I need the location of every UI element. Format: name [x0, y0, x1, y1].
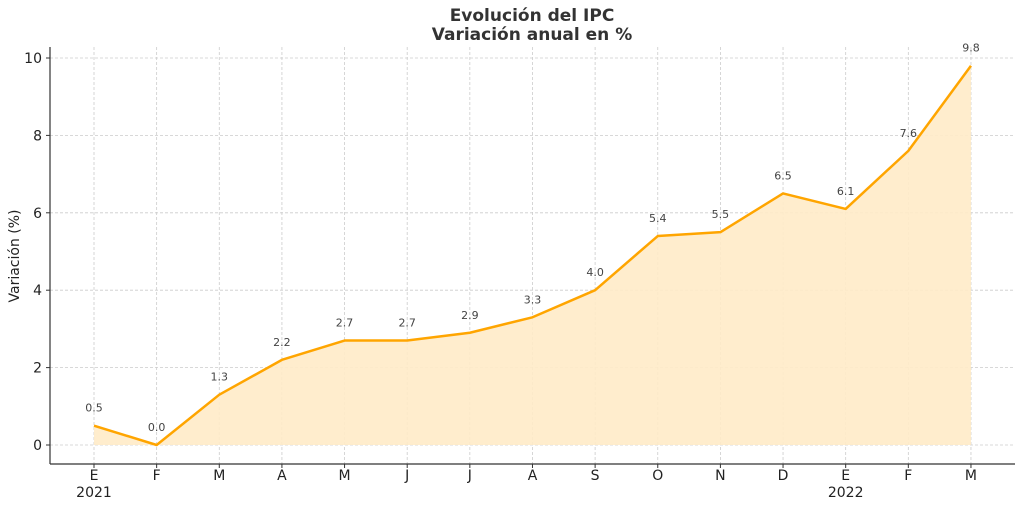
data-label: 6.5 [774, 169, 792, 182]
x-tick-label: E [90, 468, 99, 484]
ipc-line [93, 64, 972, 447]
data-label: 3.3 [524, 293, 542, 306]
x-tick-label: M [965, 468, 977, 484]
data-label: 4.0 [586, 266, 604, 279]
data-label: 9.8 [962, 42, 980, 55]
data-label: 6.1 [837, 185, 855, 198]
x-tick-label: M [213, 468, 225, 484]
x-tick-label: D [778, 468, 789, 484]
y-tick-label: 6 [33, 206, 42, 222]
x-tick-label: J [404, 468, 409, 484]
data-label: 2.7 [336, 317, 354, 330]
x-tick-label: N [715, 468, 725, 484]
data-label: 5.5 [712, 208, 730, 221]
y-tick-label: 8 [33, 128, 42, 144]
x-tick-label: J [467, 468, 472, 484]
x-tick-label: F [904, 468, 912, 484]
y-tick-label: 2 [33, 361, 42, 377]
data-label: 5.4 [649, 212, 667, 225]
y-tick-label: 10 [24, 51, 42, 67]
y-tick-label: 0 [33, 438, 42, 454]
y-tick-label: 4 [33, 283, 42, 299]
x-axis-ticks: E F M A M J J A S O N D E F M 2021 2022 [76, 464, 977, 501]
year-label: 2022 [828, 485, 864, 501]
chart-subtitle: Variación anual en % [432, 25, 632, 45]
chart-title: Evolución del IPC [450, 6, 615, 26]
x-tick-label: S [591, 468, 600, 484]
area-fill [94, 65, 971, 446]
x-tick-label: A [277, 468, 287, 484]
year-label: 2021 [76, 485, 112, 501]
data-labels: 0.5 0.0 1.3 2.2 2.7 2.7 2.9 3.3 4.0 5.4 5.5 6.5 6.1 7… [85, 42, 979, 434]
data-label: 7.6 [900, 127, 918, 140]
x-tick-label: F [153, 468, 161, 484]
data-label: 0.0 [148, 421, 166, 434]
data-label: 2.9 [461, 309, 479, 322]
x-tick-label: A [528, 468, 538, 484]
x-tick-label: M [339, 468, 351, 484]
data-label: 2.7 [398, 317, 416, 330]
x-tick-label: O [652, 468, 663, 484]
data-label: 2.2 [273, 336, 291, 349]
y-axis-ticks: 0 2 4 6 8 10 [24, 51, 50, 454]
data-label: 0.5 [85, 402, 103, 415]
y-axis-label: Variación (%) [7, 210, 23, 303]
x-tick-label: E [841, 468, 850, 484]
data-label: 1.3 [211, 371, 229, 384]
